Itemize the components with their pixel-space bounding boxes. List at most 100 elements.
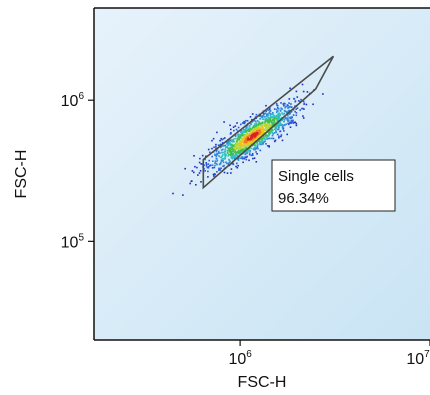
event-dot	[233, 157, 236, 160]
event-dot	[222, 154, 224, 156]
event-dot	[268, 112, 270, 114]
event-dot	[230, 156, 233, 158]
event-dot	[267, 118, 269, 121]
event-dot	[206, 166, 209, 169]
event-dot	[239, 140, 241, 143]
event-dot	[231, 151, 233, 153]
event-dot	[232, 140, 234, 143]
event-dot	[223, 171, 226, 174]
event-dot	[244, 143, 247, 146]
event-dot	[292, 122, 295, 124]
event-dot	[249, 138, 252, 140]
event-dot	[242, 129, 245, 131]
event-dot	[265, 125, 268, 127]
event-dot	[247, 141, 249, 144]
event-dot	[218, 155, 220, 157]
event-dot	[312, 103, 314, 106]
event-dot	[249, 141, 252, 143]
event-dot	[215, 163, 218, 165]
event-dot	[258, 142, 261, 144]
event-dot	[199, 157, 201, 160]
event-dot	[198, 172, 201, 174]
event-dot	[224, 157, 226, 159]
event-dot	[286, 118, 288, 120]
event-dot	[268, 123, 271, 126]
event-dot	[240, 141, 243, 144]
event-dot	[261, 132, 263, 135]
event-dot	[239, 137, 242, 139]
event-dot	[248, 133, 251, 135]
event-dot	[275, 118, 278, 120]
event-dot	[219, 163, 222, 165]
event-dot	[247, 143, 249, 145]
event-dot	[251, 134, 253, 136]
event-dot	[246, 155, 248, 158]
event-dot	[268, 134, 270, 137]
event-dot	[227, 155, 230, 157]
event-dot	[289, 87, 291, 90]
event-dot	[257, 147, 259, 150]
event-dot	[275, 130, 277, 132]
event-dot	[245, 140, 247, 142]
event-dot	[256, 141, 258, 143]
event-dot	[197, 174, 199, 176]
event-dot	[255, 136, 257, 138]
event-dot	[222, 145, 225, 147]
event-dot	[295, 124, 298, 127]
event-dot	[266, 115, 268, 117]
event-dot	[263, 116, 266, 118]
event-dot	[267, 109, 269, 111]
event-dot	[212, 173, 215, 176]
event-dot	[278, 126, 280, 129]
event-dot	[229, 139, 232, 142]
event-dot	[224, 154, 227, 157]
event-dot	[241, 122, 244, 124]
event-dot	[281, 112, 283, 114]
event-dot	[238, 138, 241, 141]
event-dot	[277, 128, 279, 131]
event-dot	[234, 145, 237, 148]
event-dot	[228, 147, 230, 149]
event-dot	[236, 134, 239, 136]
event-dot	[214, 164, 216, 167]
event-dot	[271, 116, 273, 118]
event-dot	[198, 161, 201, 164]
event-dot	[265, 143, 267, 145]
event-dot	[221, 142, 224, 144]
event-dot	[212, 137, 215, 140]
event-dot	[248, 138, 251, 140]
event-dot	[221, 145, 223, 147]
event-dot	[246, 120, 249, 122]
event-dot	[271, 130, 273, 133]
event-dot	[283, 124, 286, 126]
event-dot	[256, 124, 258, 126]
event-dot	[262, 141, 265, 143]
event-dot	[215, 155, 218, 158]
event-dot	[223, 144, 226, 147]
event-dot	[281, 124, 283, 126]
event-dot	[255, 134, 258, 137]
event-dot	[235, 128, 238, 131]
event-dot	[257, 124, 260, 127]
event-dot	[232, 150, 235, 153]
y-axis-label: FSC-H	[13, 150, 30, 199]
event-dot	[235, 145, 238, 147]
event-dot	[259, 143, 261, 146]
event-dot	[264, 121, 266, 123]
event-dot	[251, 138, 253, 140]
event-dot	[223, 153, 226, 155]
event-dot	[216, 171, 218, 173]
event-dot	[262, 127, 264, 129]
event-dot	[247, 130, 250, 133]
event-dot	[278, 113, 280, 116]
event-dot	[273, 120, 276, 123]
event-dot	[258, 132, 261, 135]
event-dot	[254, 123, 256, 125]
single-cells-gate[interactable]	[202, 55, 335, 190]
event-dot	[268, 122, 270, 124]
event-dot	[229, 141, 231, 144]
event-dot	[222, 165, 224, 167]
event-dot	[235, 147, 238, 150]
event-dot	[285, 123, 287, 125]
